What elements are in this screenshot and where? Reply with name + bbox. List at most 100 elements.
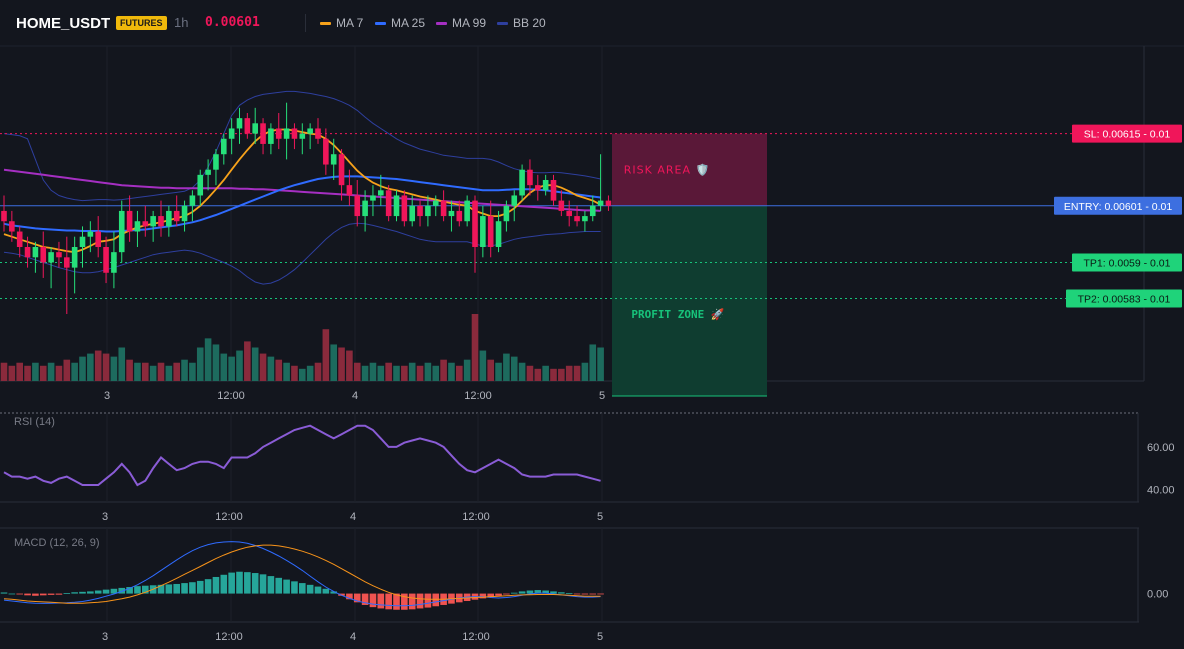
symbol-name[interactable]: HOME_USDT bbox=[16, 15, 111, 32]
macd-histogram-bar bbox=[32, 593, 39, 596]
legend-ma7[interactable]: MA 7 bbox=[320, 16, 363, 30]
macd-histogram-bar bbox=[550, 591, 557, 594]
volume-bar bbox=[63, 359, 71, 381]
candle-body bbox=[495, 221, 502, 247]
volume-bar bbox=[377, 365, 385, 381]
macd-histogram-bar bbox=[573, 593, 581, 595]
volume-bar bbox=[251, 347, 259, 381]
legend-bb20[interactable]: BB 20 bbox=[497, 16, 546, 30]
candle-body bbox=[385, 190, 392, 217]
volume-bar bbox=[118, 347, 126, 381]
volume-bar bbox=[204, 338, 212, 381]
macd-histogram-bar bbox=[189, 582, 196, 594]
volume-bar bbox=[259, 353, 267, 381]
chart-header: HOME_USDT FUTURES 1h 0.00601 MA 7 MA 25 … bbox=[0, 0, 1184, 46]
macd-histogram-bar bbox=[236, 571, 243, 594]
candle-body bbox=[487, 216, 494, 247]
volume-bar bbox=[589, 344, 597, 381]
candle-body bbox=[24, 247, 31, 258]
volume-bar bbox=[24, 365, 31, 381]
macd-histogram-bar bbox=[581, 593, 589, 595]
macd-histogram-bar bbox=[181, 583, 188, 594]
macd-line bbox=[3, 541, 601, 607]
macd-histogram-bar bbox=[87, 591, 94, 594]
volume-bar bbox=[283, 362, 290, 381]
macd-x-tick-2: 4 bbox=[350, 631, 356, 643]
timeframe-selector[interactable]: 1h bbox=[174, 15, 189, 30]
candle-body bbox=[118, 210, 125, 253]
volume-bar bbox=[87, 353, 94, 381]
macd-histogram-bar bbox=[110, 588, 118, 594]
candle-body bbox=[299, 133, 306, 139]
candle-body bbox=[582, 216, 588, 222]
volume-bar bbox=[369, 362, 377, 381]
candle-body bbox=[417, 205, 423, 217]
ma7-label: MA 7 bbox=[336, 16, 364, 30]
macd-x-tick-0: 3 bbox=[102, 631, 108, 643]
entry-tag-text: ENTRY: 0.00601 - 0.01 bbox=[1064, 201, 1173, 213]
volume-bar bbox=[385, 362, 392, 381]
candle-body bbox=[40, 247, 47, 263]
ma25-label: MA 25 bbox=[391, 16, 426, 30]
volume-bar bbox=[16, 362, 23, 381]
ma25-line bbox=[3, 175, 601, 233]
volume-bar bbox=[142, 362, 149, 381]
bb20-label: BB 20 bbox=[513, 16, 546, 30]
ma99-label: MA 99 bbox=[452, 16, 487, 30]
macd-histogram-bar bbox=[283, 579, 290, 594]
volume-bar bbox=[71, 362, 78, 381]
macd-histogram-bar bbox=[510, 592, 518, 594]
legend-ma99[interactable]: MA 99 bbox=[436, 16, 486, 30]
macd-histogram-bar bbox=[377, 593, 385, 609]
volume-bar bbox=[565, 365, 573, 381]
volume-bar bbox=[189, 362, 196, 381]
candle-body bbox=[260, 123, 266, 144]
candle-body bbox=[1, 210, 7, 222]
risk-area-zone bbox=[612, 133, 767, 206]
legend-ma25[interactable]: MA 25 bbox=[375, 16, 425, 30]
macd-histogram-bar bbox=[118, 587, 126, 594]
volume-bar bbox=[534, 368, 542, 381]
volume-bar bbox=[542, 365, 549, 381]
candle-body bbox=[346, 185, 353, 196]
volume-bar bbox=[55, 365, 63, 381]
volume-bar bbox=[401, 365, 408, 381]
candle-body bbox=[205, 169, 211, 175]
volume-bar bbox=[503, 353, 510, 381]
macd-histogram-bar bbox=[47, 593, 55, 595]
macd-histogram-bar bbox=[251, 573, 259, 594]
candle-body bbox=[48, 252, 54, 263]
volume-bar bbox=[322, 329, 330, 381]
macd-histogram-bar bbox=[259, 574, 267, 594]
candle-body bbox=[126, 210, 133, 232]
volume-bar bbox=[8, 365, 16, 381]
macd-histogram-bar bbox=[126, 587, 133, 594]
volume-bar bbox=[408, 362, 416, 381]
candle-body bbox=[338, 154, 345, 186]
macd-histogram-bar bbox=[134, 586, 141, 594]
volume-bars bbox=[0, 314, 604, 381]
macd-histogram-bar bbox=[408, 593, 416, 610]
macd-histogram-bar bbox=[0, 592, 8, 594]
candle-body bbox=[79, 236, 86, 247]
volume-bar bbox=[94, 350, 102, 381]
volume-bar bbox=[463, 359, 471, 381]
candle-body bbox=[362, 200, 368, 217]
macd-histogram-bar bbox=[503, 593, 510, 595]
candle-body bbox=[71, 247, 78, 268]
volume-bar bbox=[267, 356, 275, 381]
macd-histogram-bar bbox=[495, 593, 502, 596]
volume-bar bbox=[346, 350, 353, 381]
candle-body bbox=[173, 210, 180, 222]
volume-bar bbox=[149, 365, 157, 381]
futures-badge: FUTURES bbox=[116, 16, 167, 30]
candle-body bbox=[503, 205, 510, 222]
macd-histogram-bar bbox=[346, 593, 353, 600]
macd-histogram-bar bbox=[314, 586, 322, 594]
bb-upper-line bbox=[3, 90, 601, 202]
macd-histogram-bar bbox=[385, 593, 392, 610]
macd-histogram-bar bbox=[165, 584, 173, 594]
candle-body bbox=[189, 195, 196, 206]
macd-histogram-bar bbox=[55, 593, 63, 595]
